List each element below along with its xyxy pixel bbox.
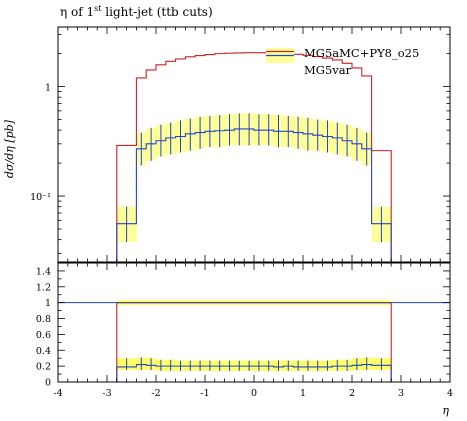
x-tick-label: 2 — [349, 388, 355, 399]
ratio-y-tick-label: 0.8 — [36, 314, 51, 325]
ratio-y-tick-label: 1.4 — [36, 266, 51, 277]
ratio-y-tick-label: 0.6 — [36, 330, 51, 341]
y-tick-label-1: 1 — [45, 83, 51, 94]
mg5var-histogram — [116, 128, 392, 262]
ratio-panel: 0 0.2 0.4 0.6 0.8 1 1.2 1.4 -4 -3 -2 -1 0 1 2 3 4 — [36, 262, 453, 399]
ratio-y-tick-label: 1 — [45, 298, 51, 309]
legend-mg5amc-label: MG5aMC+PY8_o25 — [304, 46, 419, 60]
mg5amc-histogram — [116, 52, 392, 262]
ratio-y-tick-label: 1.2 — [36, 282, 51, 293]
main-frame — [57, 26, 451, 263]
ratio-y-tick-label: 0.2 — [36, 362, 51, 373]
ratio-frame — [57, 262, 451, 383]
x-tick-label: -4 — [53, 388, 62, 399]
x-tick-label: 1 — [300, 388, 306, 399]
y-axis-label: dσ/dη [pb] — [3, 119, 16, 178]
x-tick-label: -2 — [151, 388, 160, 399]
legend: MG5aMC+PY8_o25 MG5var — [266, 46, 419, 77]
y-tick-label-0.1: 10⁻¹ — [30, 192, 51, 203]
legend-mg5var-label: MG5var — [304, 63, 352, 77]
x-axis-label: η — [442, 404, 449, 417]
ratio-y-tick-label: 0.4 — [36, 346, 51, 357]
main-panel: 1 10⁻¹ — [30, 26, 451, 263]
x-tick-label: 3 — [398, 388, 404, 399]
ratio-y-tick-label: 0 — [45, 378, 51, 389]
ratio-mg5var-histogram — [116, 363, 392, 382]
x-tick-label: 4 — [447, 388, 453, 399]
x-tick-label: 0 — [251, 388, 257, 399]
x-tick-label: -1 — [200, 388, 209, 399]
x-tick-label: -3 — [102, 388, 111, 399]
chart-title: η of 1st light-jet (ttb cuts) — [60, 4, 213, 19]
